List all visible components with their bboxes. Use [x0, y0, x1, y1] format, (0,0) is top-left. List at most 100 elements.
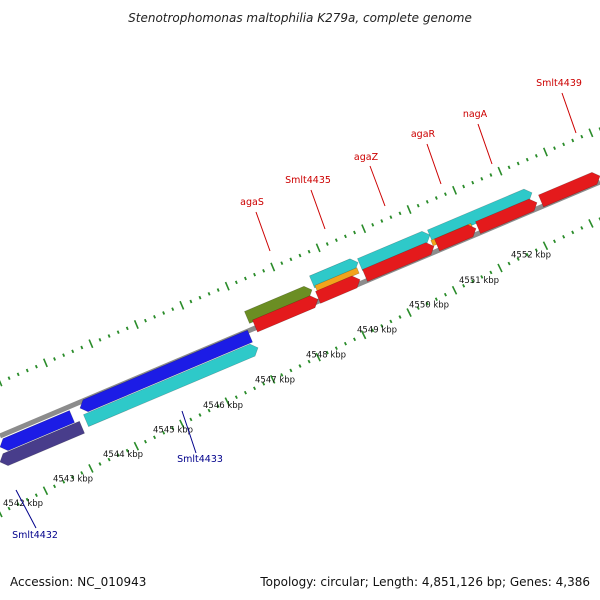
leader-line: [369, 165, 386, 207]
gene-blue-lower: [0, 410, 75, 451]
minor-tick: [416, 306, 420, 310]
outer-tick-track: [0, 127, 600, 387]
minor-tick: [571, 138, 575, 143]
minor-tick: [253, 272, 256, 277]
minor-tick: [207, 292, 211, 296]
minor-tick: [234, 395, 238, 400]
major-tick: [360, 330, 367, 340]
kbp-tick-label: 4548 kbp: [306, 351, 346, 361]
minor-tick: [307, 359, 311, 364]
minor-tick: [107, 334, 111, 338]
minor-tick: [171, 426, 175, 431]
minor-tick: [98, 462, 102, 466]
major-tick: [452, 185, 458, 195]
major-tick: [88, 339, 94, 349]
major-tick: [315, 243, 321, 253]
minor-tick: [216, 288, 220, 292]
minor-tick: [489, 270, 493, 275]
major-tick: [0, 379, 3, 387]
gene-label-text: agaR: [411, 129, 436, 140]
major-tick: [270, 262, 276, 272]
gene-label-text: Smlt4439: [536, 78, 582, 89]
minor-tick: [534, 248, 538, 253]
minor-tick: [462, 184, 466, 189]
minor-tick: [516, 161, 520, 166]
minor-tick: [189, 417, 193, 422]
minor-tick: [516, 257, 520, 261]
kbp-tick-label: 4552 kbp: [511, 250, 551, 260]
minor-tick: [334, 238, 338, 242]
gene-teal-lower: [83, 343, 259, 427]
gene-red-agaZ: [362, 242, 435, 282]
minor-tick: [7, 376, 11, 380]
minor-tick: [143, 439, 147, 444]
inner-tick-track: [0, 217, 600, 518]
major-tick: [361, 224, 367, 234]
minor-tick: [344, 234, 347, 239]
minor-tick: [34, 493, 38, 498]
leader-line: [426, 143, 442, 185]
minor-tick: [489, 173, 493, 177]
minor-tick: [444, 192, 447, 196]
gene-label-text: nagA: [463, 109, 488, 120]
kbp-tick-label: 4549 kbp: [357, 326, 397, 336]
minor-tick: [7, 506, 11, 511]
minor-tick: [216, 404, 220, 408]
minor-tick: [334, 346, 338, 351]
minor-tick: [480, 177, 484, 181]
minor-tick: [307, 249, 311, 254]
major-tick: [0, 511, 3, 518]
minor-tick: [480, 275, 484, 279]
minor-tick: [580, 226, 584, 230]
minor-tick: [189, 299, 193, 304]
gene-label-agas: agaS: [240, 197, 271, 252]
tick-tracks: [0, 127, 600, 518]
major-tick: [179, 419, 185, 429]
minor-tick: [198, 413, 202, 417]
major-tick: [133, 320, 139, 329]
minor-tick: [234, 280, 238, 285]
minor-tick: [71, 349, 75, 354]
minor-tick: [16, 502, 20, 506]
major-tick: [406, 205, 412, 214]
minor-tick: [198, 295, 202, 300]
minor-tick: [380, 324, 384, 328]
major-tick: [270, 374, 276, 384]
gene-label-text: Smlt4435: [285, 175, 331, 186]
leader-line: [310, 189, 326, 230]
minor-tick: [125, 326, 129, 331]
minor-tick: [253, 386, 257, 391]
minor-tick: [298, 364, 302, 368]
gene-label-agar: agaR: [411, 129, 442, 185]
gene-red-agaS: [252, 295, 319, 333]
minor-tick: [471, 279, 475, 284]
accession-text: Accession: NC_010943: [10, 575, 146, 589]
minor-tick: [153, 435, 157, 440]
minor-tick: [353, 230, 356, 235]
gene-teal-agaR: [427, 188, 533, 243]
gene-label-smlt4435: Smlt4435: [285, 175, 331, 230]
major-tick: [224, 281, 230, 291]
minor-tick: [325, 242, 329, 246]
minor-tick: [80, 471, 84, 475]
topology-text: Topology: circular; Length: 4,851,126 bp…: [259, 575, 590, 589]
major-tick: [42, 486, 49, 496]
gene-navy: [0, 420, 85, 466]
minor-tick: [371, 223, 375, 227]
major-tick: [588, 219, 594, 228]
minor-tick: [389, 319, 393, 324]
minor-tick: [425, 200, 429, 204]
gene-red-nagA: [475, 198, 538, 235]
minor-tick: [280, 373, 284, 377]
major-tick: [588, 128, 594, 138]
minor-tick: [98, 338, 102, 342]
minor-tick: [62, 479, 66, 484]
minor-tick: [262, 381, 266, 386]
major-tick: [451, 285, 458, 295]
minor-tick: [525, 157, 529, 162]
minor-tick: [153, 315, 156, 319]
major-tick: [497, 166, 503, 176]
minor-tick: [243, 390, 247, 395]
